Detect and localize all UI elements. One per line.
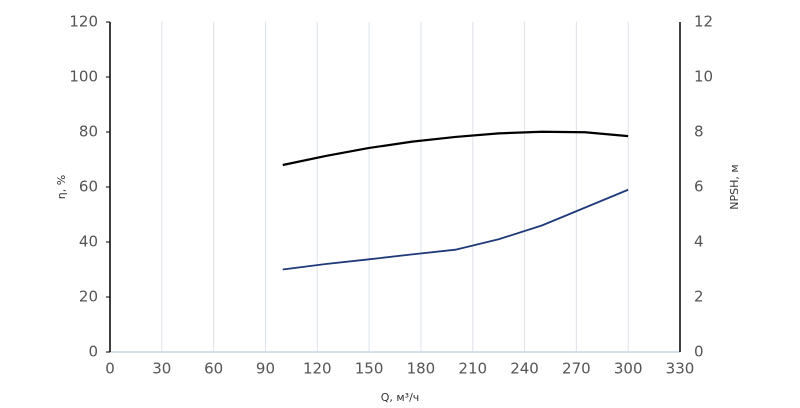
- x-tick-label: 240: [510, 360, 539, 378]
- y-tick-label: 80: [79, 123, 98, 141]
- y-tick-label: 60: [79, 178, 98, 196]
- x-tick-label: 60: [204, 360, 223, 378]
- y-tick-label: 40: [79, 233, 98, 251]
- y-axis-label: η, %: [55, 175, 68, 199]
- y2-tick-label: 6: [694, 178, 704, 196]
- y2-axis-label: NPSH, м: [728, 164, 741, 209]
- y-tick-label: 120: [69, 13, 98, 31]
- line-series: [282, 188, 629, 271]
- line-series: [282, 130, 629, 167]
- y2-tick-label: 8: [694, 123, 704, 141]
- x-tick-label: 90: [256, 360, 275, 378]
- x-tick-label: 180: [407, 360, 436, 378]
- x-tick-label: 0: [105, 360, 115, 378]
- y2-tick-label: 12: [694, 13, 713, 31]
- x-tick-label: 120: [303, 360, 332, 378]
- y-tick-label: 0: [88, 343, 98, 361]
- x-tick-label: 270: [562, 360, 591, 378]
- y2-tick-label: 10: [694, 68, 713, 86]
- y-tick-label: 20: [79, 288, 98, 306]
- x-tick-label: 150: [355, 360, 384, 378]
- y2-tick-label: 2: [694, 288, 704, 306]
- y2-tick-label: 0: [694, 343, 704, 361]
- x-tick-label: 30: [152, 360, 171, 378]
- y-tick-label: 100: [69, 68, 98, 86]
- y2-tick-label: 4: [694, 233, 704, 251]
- x-tick-label: 300: [614, 360, 643, 378]
- x-tick-label: 330: [666, 360, 695, 378]
- x-tick-label: 210: [458, 360, 487, 378]
- x-axis-label: Q, м³/ч: [381, 391, 420, 404]
